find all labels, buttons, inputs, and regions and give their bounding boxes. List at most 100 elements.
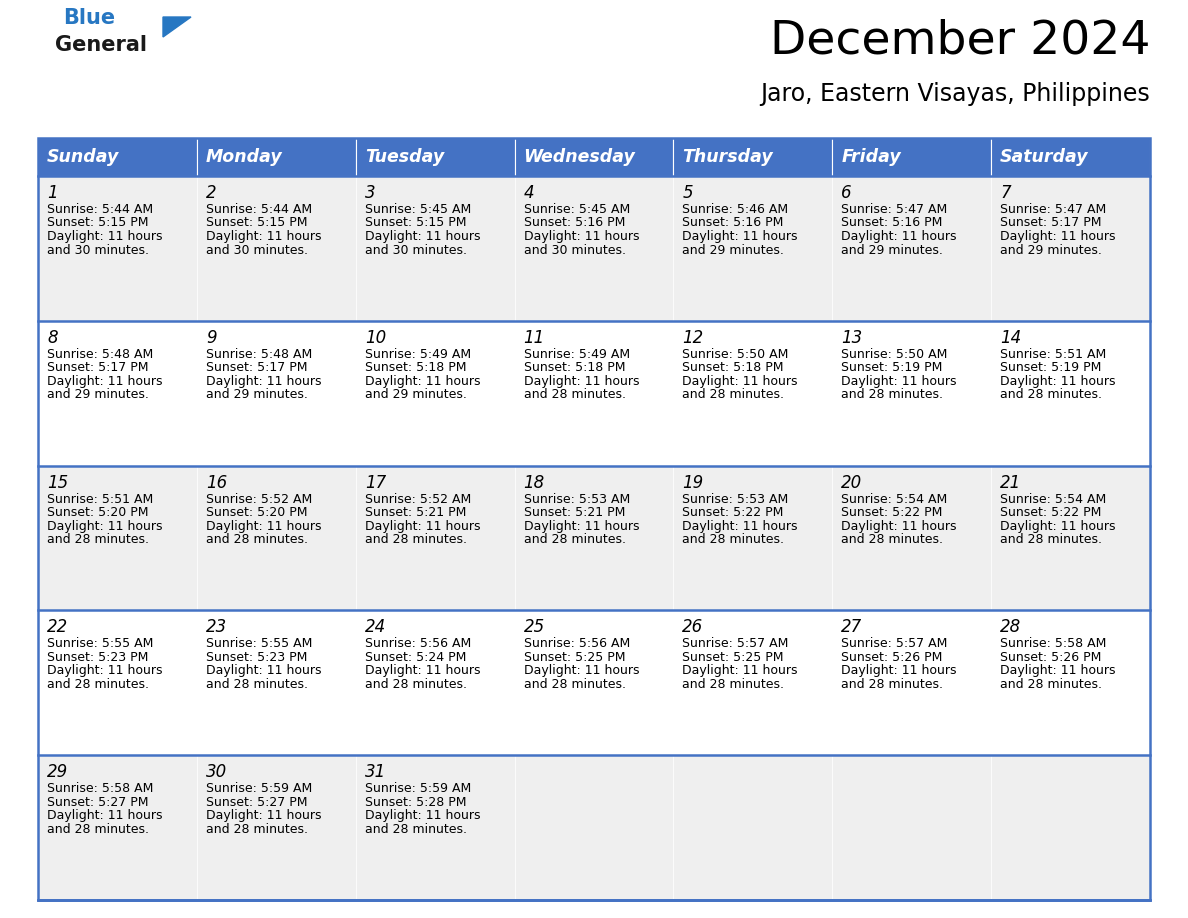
Bar <box>38 610 197 756</box>
Bar <box>674 320 833 465</box>
Bar <box>674 138 833 176</box>
Text: and 28 minutes.: and 28 minutes. <box>841 533 943 546</box>
Text: and 28 minutes.: and 28 minutes. <box>206 533 308 546</box>
Bar <box>197 756 355 900</box>
Text: Sunrise: 5:47 AM: Sunrise: 5:47 AM <box>841 203 948 216</box>
Bar <box>991 176 1150 320</box>
Text: Sunrise: 5:49 AM: Sunrise: 5:49 AM <box>524 348 630 361</box>
Text: 8: 8 <box>48 329 58 347</box>
Bar <box>38 176 197 320</box>
Text: Sunset: 5:17 PM: Sunset: 5:17 PM <box>48 362 148 375</box>
Text: 4: 4 <box>524 184 535 202</box>
Text: Sunrise: 5:54 AM: Sunrise: 5:54 AM <box>1000 493 1106 506</box>
Bar <box>833 138 991 176</box>
Bar <box>514 756 674 900</box>
Text: Sunday: Sunday <box>48 148 119 166</box>
Text: Daylight: 11 hours: Daylight: 11 hours <box>48 665 163 677</box>
Text: Sunrise: 5:49 AM: Sunrise: 5:49 AM <box>365 348 470 361</box>
Text: Sunset: 5:18 PM: Sunset: 5:18 PM <box>682 362 784 375</box>
Text: 15: 15 <box>48 474 68 492</box>
Text: Sunset: 5:16 PM: Sunset: 5:16 PM <box>682 217 784 230</box>
Text: Sunset: 5:27 PM: Sunset: 5:27 PM <box>48 796 148 809</box>
Text: and 30 minutes.: and 30 minutes. <box>365 243 467 256</box>
Text: Sunset: 5:19 PM: Sunset: 5:19 PM <box>841 362 942 375</box>
Text: Monday: Monday <box>206 148 283 166</box>
Text: 31: 31 <box>365 763 386 781</box>
Bar <box>991 320 1150 465</box>
Text: Daylight: 11 hours: Daylight: 11 hours <box>841 520 956 532</box>
Text: Sunset: 5:20 PM: Sunset: 5:20 PM <box>48 506 148 519</box>
Text: and 28 minutes.: and 28 minutes. <box>682 677 784 691</box>
Text: Sunset: 5:17 PM: Sunset: 5:17 PM <box>1000 217 1101 230</box>
Text: Sunset: 5:18 PM: Sunset: 5:18 PM <box>524 362 625 375</box>
Bar <box>197 320 355 465</box>
Bar <box>674 610 833 756</box>
Text: 19: 19 <box>682 474 703 492</box>
Text: Sunset: 5:17 PM: Sunset: 5:17 PM <box>206 362 308 375</box>
Text: Sunrise: 5:44 AM: Sunrise: 5:44 AM <box>206 203 312 216</box>
Text: Friday: Friday <box>841 148 901 166</box>
Text: Daylight: 11 hours: Daylight: 11 hours <box>365 520 480 532</box>
Text: Sunrise: 5:52 AM: Sunrise: 5:52 AM <box>365 493 470 506</box>
Text: Sunrise: 5:55 AM: Sunrise: 5:55 AM <box>48 637 153 650</box>
Text: 24: 24 <box>365 619 386 636</box>
Text: 7: 7 <box>1000 184 1011 202</box>
Bar <box>355 756 514 900</box>
Text: Tuesday: Tuesday <box>365 148 444 166</box>
Text: Daylight: 11 hours: Daylight: 11 hours <box>682 375 798 387</box>
Text: 27: 27 <box>841 619 862 636</box>
Text: Saturday: Saturday <box>1000 148 1088 166</box>
Bar <box>38 465 197 610</box>
Text: Daylight: 11 hours: Daylight: 11 hours <box>206 809 322 823</box>
Bar <box>514 138 674 176</box>
Text: Sunset: 5:26 PM: Sunset: 5:26 PM <box>1000 651 1101 664</box>
Text: and 30 minutes.: and 30 minutes. <box>524 243 626 256</box>
Bar <box>514 465 674 610</box>
Text: Daylight: 11 hours: Daylight: 11 hours <box>365 665 480 677</box>
Text: Daylight: 11 hours: Daylight: 11 hours <box>524 520 639 532</box>
Text: Sunset: 5:21 PM: Sunset: 5:21 PM <box>524 506 625 519</box>
Text: 2: 2 <box>206 184 216 202</box>
Bar <box>833 176 991 320</box>
Text: Sunrise: 5:45 AM: Sunrise: 5:45 AM <box>524 203 630 216</box>
Text: Sunrise: 5:53 AM: Sunrise: 5:53 AM <box>682 493 789 506</box>
Text: Sunset: 5:15 PM: Sunset: 5:15 PM <box>206 217 308 230</box>
Text: Daylight: 11 hours: Daylight: 11 hours <box>206 665 322 677</box>
Bar <box>197 138 355 176</box>
Text: 1: 1 <box>48 184 58 202</box>
Bar <box>355 176 514 320</box>
Bar <box>355 610 514 756</box>
Bar <box>833 756 991 900</box>
Text: Sunrise: 5:50 AM: Sunrise: 5:50 AM <box>841 348 948 361</box>
Text: and 28 minutes.: and 28 minutes. <box>206 677 308 691</box>
Bar <box>355 320 514 465</box>
Bar <box>674 465 833 610</box>
Text: 11: 11 <box>524 329 545 347</box>
Text: Daylight: 11 hours: Daylight: 11 hours <box>206 520 322 532</box>
Bar <box>197 465 355 610</box>
Text: and 30 minutes.: and 30 minutes. <box>206 243 308 256</box>
Text: Sunset: 5:16 PM: Sunset: 5:16 PM <box>524 217 625 230</box>
Text: Daylight: 11 hours: Daylight: 11 hours <box>48 375 163 387</box>
Text: Sunrise: 5:56 AM: Sunrise: 5:56 AM <box>524 637 630 650</box>
Text: Daylight: 11 hours: Daylight: 11 hours <box>841 375 956 387</box>
Bar <box>514 610 674 756</box>
Text: 30: 30 <box>206 763 227 781</box>
Bar <box>674 756 833 900</box>
Text: Jaro, Eastern Visayas, Philippines: Jaro, Eastern Visayas, Philippines <box>760 82 1150 106</box>
Text: Sunrise: 5:52 AM: Sunrise: 5:52 AM <box>206 493 312 506</box>
Text: Sunset: 5:21 PM: Sunset: 5:21 PM <box>365 506 466 519</box>
Text: Daylight: 11 hours: Daylight: 11 hours <box>1000 375 1116 387</box>
Bar <box>991 610 1150 756</box>
Polygon shape <box>163 17 191 37</box>
Text: 23: 23 <box>206 619 227 636</box>
Text: and 28 minutes.: and 28 minutes. <box>1000 677 1102 691</box>
Text: Daylight: 11 hours: Daylight: 11 hours <box>206 230 322 243</box>
Bar <box>833 465 991 610</box>
Text: 29: 29 <box>48 763 68 781</box>
Text: Daylight: 11 hours: Daylight: 11 hours <box>682 665 798 677</box>
Text: Sunrise: 5:58 AM: Sunrise: 5:58 AM <box>48 782 153 795</box>
Text: 13: 13 <box>841 329 862 347</box>
Text: 20: 20 <box>841 474 862 492</box>
Text: 12: 12 <box>682 329 703 347</box>
